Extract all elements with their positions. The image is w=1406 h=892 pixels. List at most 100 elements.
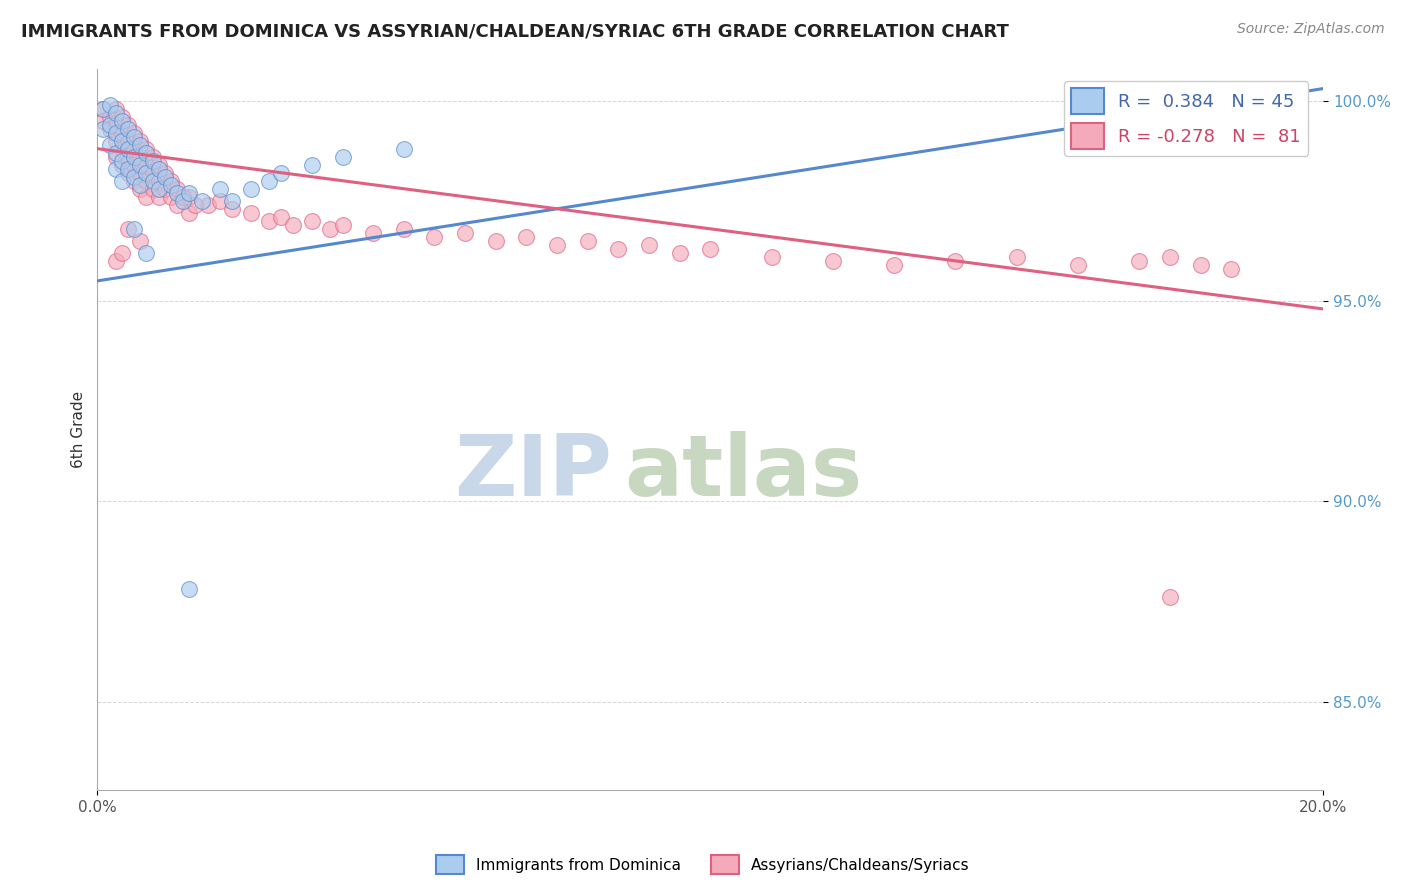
Point <box>576 234 599 248</box>
Point <box>111 158 134 172</box>
Point <box>1159 250 1181 264</box>
Legend: Immigrants from Dominica, Assyrians/Chaldeans/Syriacs: Immigrants from Dominica, Assyrians/Chal… <box>430 849 976 880</box>
Point <box>515 230 537 244</box>
Point <box>638 237 661 252</box>
Point <box>221 202 243 216</box>
Legend: R =  0.384   N = 45, R = -0.278   N =  81: R = 0.384 N = 45, R = -0.278 N = 81 <box>1064 81 1308 156</box>
Point <box>129 178 152 192</box>
Point <box>190 194 212 208</box>
Point <box>122 222 145 236</box>
Point <box>111 113 134 128</box>
Text: ZIP: ZIP <box>454 431 612 514</box>
Point <box>361 226 384 240</box>
Point <box>270 210 292 224</box>
Point <box>104 105 127 120</box>
Point <box>135 245 157 260</box>
Text: Source: ZipAtlas.com: Source: ZipAtlas.com <box>1237 22 1385 37</box>
Point <box>111 110 134 124</box>
Point <box>172 190 194 204</box>
Point <box>945 253 967 268</box>
Point <box>148 174 170 188</box>
Point <box>104 102 127 116</box>
Point <box>172 194 194 208</box>
Point <box>208 182 231 196</box>
Point <box>104 253 127 268</box>
Point <box>1067 258 1090 272</box>
Point <box>197 198 219 212</box>
Point <box>111 245 134 260</box>
Point <box>179 206 201 220</box>
Point <box>122 150 145 164</box>
Point <box>153 169 176 184</box>
Point <box>332 150 354 164</box>
Point <box>221 194 243 208</box>
Point <box>135 166 157 180</box>
Point <box>98 118 121 132</box>
Point <box>135 158 157 172</box>
Point <box>148 158 170 172</box>
Point <box>122 174 145 188</box>
Point <box>761 250 783 264</box>
Point <box>129 182 152 196</box>
Point <box>129 137 152 152</box>
Y-axis label: 6th Grade: 6th Grade <box>72 391 86 467</box>
Point <box>148 161 170 176</box>
Point <box>166 186 188 200</box>
Point <box>301 158 323 172</box>
Point <box>1005 250 1028 264</box>
Point <box>141 150 163 164</box>
Point <box>104 118 127 132</box>
Point <box>1159 591 1181 605</box>
Point <box>93 121 115 136</box>
Point <box>122 142 145 156</box>
Point <box>392 142 415 156</box>
Point <box>93 102 115 116</box>
Point <box>423 230 446 244</box>
Point <box>111 126 134 140</box>
Point <box>668 245 690 260</box>
Point <box>1128 253 1150 268</box>
Point <box>208 194 231 208</box>
Point <box>153 182 176 196</box>
Point <box>141 166 163 180</box>
Point <box>160 174 183 188</box>
Text: IMMIGRANTS FROM DOMINICA VS ASSYRIAN/CHALDEAN/SYRIAC 6TH GRADE CORRELATION CHART: IMMIGRANTS FROM DOMINICA VS ASSYRIAN/CHA… <box>21 22 1010 40</box>
Point <box>122 129 145 144</box>
Point <box>117 166 139 180</box>
Point <box>454 226 477 240</box>
Point <box>283 218 305 232</box>
Point <box>117 161 139 176</box>
Point <box>179 190 201 204</box>
Point <box>546 237 568 252</box>
Point <box>135 174 157 188</box>
Point <box>485 234 508 248</box>
Point <box>148 190 170 204</box>
Point <box>117 134 139 148</box>
Point <box>319 222 342 236</box>
Point <box>135 142 157 156</box>
Point <box>1220 261 1243 276</box>
Point <box>122 126 145 140</box>
Point <box>104 145 127 160</box>
Point <box>160 178 183 192</box>
Point <box>392 222 415 236</box>
Point <box>141 153 163 168</box>
Point <box>98 97 121 112</box>
Point <box>93 102 115 116</box>
Point <box>301 214 323 228</box>
Point <box>883 258 905 272</box>
Point <box>129 166 152 180</box>
Point <box>117 222 139 236</box>
Point <box>699 242 721 256</box>
Point <box>1189 258 1212 272</box>
Point <box>98 137 121 152</box>
Point <box>117 150 139 164</box>
Point <box>179 186 201 200</box>
Point <box>129 234 152 248</box>
Point <box>179 582 201 597</box>
Point <box>332 218 354 232</box>
Point <box>117 142 139 156</box>
Point <box>129 134 152 148</box>
Point <box>98 110 121 124</box>
Point <box>122 169 145 184</box>
